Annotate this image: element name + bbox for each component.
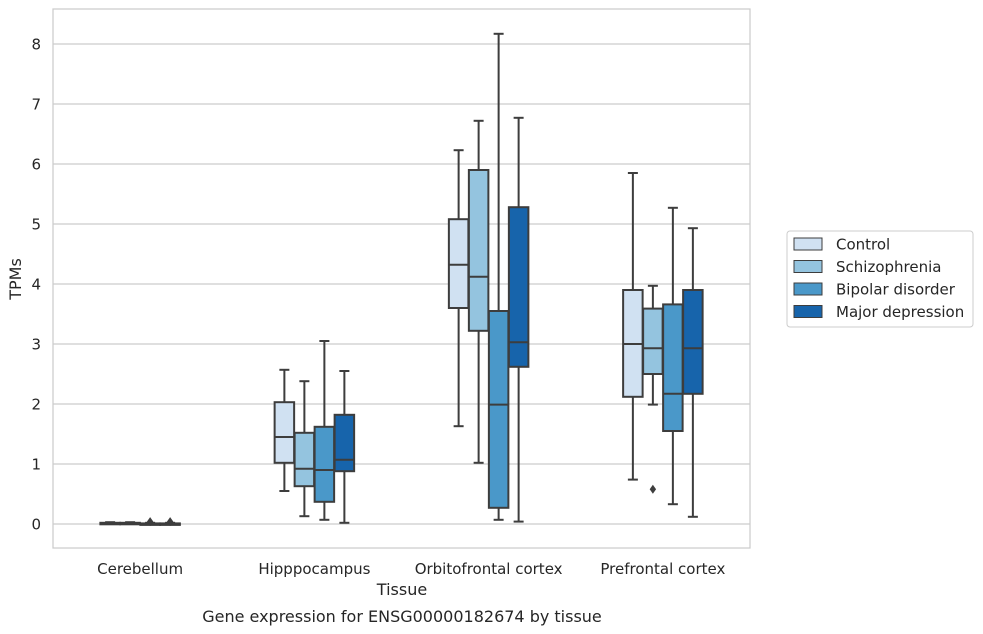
y-tick-label: 4 [31, 276, 41, 294]
y-tick-label: 1 [31, 456, 41, 474]
y-tick-label: 3 [31, 336, 41, 354]
x-tick-label: Prefrontal cortex [600, 560, 725, 578]
box-iqr [682, 289, 704, 395]
y-tick-labels: 0 1 2 3 4 5 6 7 8 [31, 36, 41, 534]
outlier-point [649, 484, 657, 494]
legend-swatch [793, 305, 823, 318]
plot-background [53, 9, 750, 548]
legend-items: Control Schizophrenia Bipolar disorder Majo… [793, 236, 964, 321]
box-schizophrenia [642, 284, 664, 494]
boxes-layer [99, 32, 704, 527]
box-iqr [467, 169, 490, 332]
legend-label: Control [836, 236, 890, 254]
x-tick-label: Orbitofrontal cortex [415, 560, 563, 578]
box-iqr [662, 303, 684, 432]
box-iqr [333, 413, 356, 473]
legend-swatch [793, 237, 823, 251]
box-iqr [293, 431, 316, 488]
box-bipolar-disorder [313, 340, 336, 521]
chart-caption: Gene expression for ENSG00000182674 by t… [202, 607, 602, 626]
x-tick-label: Cerebellum [97, 560, 183, 578]
x-tick-label: Hipppocampus [258, 560, 370, 578]
legend-label: Schizophrenia [836, 258, 941, 276]
y-tick-label: 5 [31, 216, 41, 234]
box-major-depression [507, 116, 530, 523]
box-control [273, 368, 296, 492]
outlier-point [146, 517, 154, 527]
box-schizophrenia [119, 521, 141, 526]
box-iqr [273, 401, 296, 464]
box-schizophrenia [467, 119, 490, 464]
box-major-depression [682, 227, 704, 518]
box-iqr [313, 425, 336, 503]
box-control [622, 172, 644, 481]
box-iqr [507, 206, 530, 368]
x-tick-labels: Cerebellum Hipppocampus Orbitofrontal cort… [97, 560, 725, 578]
legend-swatch [793, 260, 823, 273]
legend: Control Schizophrenia Bipolar disorder Majo… [786, 230, 974, 328]
y-tick-label: 8 [31, 36, 41, 54]
y-tick-label: 6 [31, 156, 41, 174]
legend-label: Major depression [836, 303, 964, 321]
y-axis-label: TPMs [6, 258, 25, 301]
outlier-point [166, 517, 174, 527]
legend-frame [786, 230, 974, 328]
box-bipolar-disorder [487, 32, 510, 521]
gridlines [53, 43, 750, 525]
y-tick-label: 2 [31, 396, 41, 414]
plot-frame [52, 8, 751, 549]
legend-swatch [793, 282, 823, 296]
box-major-depression [333, 370, 356, 524]
legend-label: Bipolar disorder [836, 281, 956, 299]
box-iqr [447, 218, 470, 309]
y-tick-label: 0 [31, 516, 41, 534]
box-iqr [487, 310, 510, 509]
x-axis-label: Tissue [376, 580, 427, 599]
box-major-depression [159, 517, 181, 527]
box-control [99, 521, 121, 526]
box-iqr [642, 307, 664, 376]
y-tick-label: 7 [31, 96, 41, 114]
